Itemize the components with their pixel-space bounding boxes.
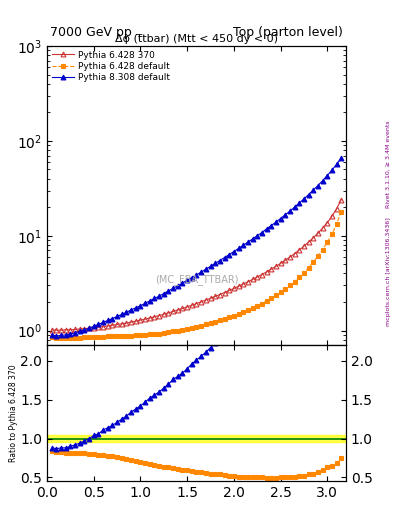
Line: Pythia 8.308 default: Pythia 8.308 default (50, 156, 343, 338)
Pythia 8.308 default (134, 305, 138, 311)
Pythia 8.308 default (54, 333, 59, 339)
Pythia 8.308 default (199, 269, 204, 275)
Text: mcplots.cern.ch [arXiv:1306.3436]: mcplots.cern.ch [arXiv:1306.3436] (386, 217, 391, 326)
Pythia 6.428 default (54, 335, 59, 341)
Bar (47, 435, 346, 442)
Pythia 8.308 default (189, 274, 194, 281)
Pythia 6.428 370 (54, 327, 59, 333)
Title: Δφ (t̅tbar) (Mtt < 450 dy < 0): Δφ (t̅tbar) (Mtt < 450 dy < 0) (115, 34, 278, 44)
Y-axis label: Ratio to Pythia 6.428 370: Ratio to Pythia 6.428 370 (9, 365, 18, 462)
Text: (MC_FBA_TTBAR): (MC_FBA_TTBAR) (155, 274, 238, 285)
Line: Pythia 6.428 370: Pythia 6.428 370 (50, 197, 343, 333)
Pythia 6.428 370 (50, 327, 54, 333)
Pythia 8.308 default (143, 300, 147, 306)
Pythia 6.428 default (50, 334, 54, 340)
Pythia 8.308 default (339, 155, 343, 161)
Text: Top (parton level): Top (parton level) (233, 26, 343, 38)
Pythia 8.308 default (50, 332, 54, 338)
Pythia 6.428 default (199, 323, 204, 329)
Pythia 6.428 default (255, 303, 259, 309)
Pythia 6.428 default (339, 208, 343, 215)
Pythia 6.428 370 (255, 274, 259, 280)
Pythia 6.428 370 (189, 302, 194, 308)
Pythia 6.428 370 (143, 316, 147, 322)
Pythia 8.308 default (334, 161, 339, 167)
Text: 7000 GeV pp: 7000 GeV pp (50, 26, 132, 38)
Pythia 8.308 default (255, 232, 259, 239)
Pythia 6.428 370 (339, 197, 343, 203)
Pythia 6.428 370 (334, 206, 339, 212)
Pythia 6.428 370 (199, 299, 204, 305)
Line: Pythia 6.428 default: Pythia 6.428 default (50, 209, 343, 340)
Pythia 6.428 default (189, 325, 194, 331)
Pythia 6.428 default (143, 332, 147, 338)
Pythia 6.428 default (134, 332, 138, 338)
Pythia 6.428 default (334, 221, 339, 227)
Legend: Pythia 6.428 370, Pythia 6.428 default, Pythia 8.308 default: Pythia 6.428 370, Pythia 6.428 default, … (50, 49, 172, 84)
Pythia 6.428 370 (134, 318, 138, 324)
Text: Rivet 3.1.10, ≥ 3.4M events: Rivet 3.1.10, ≥ 3.4M events (386, 120, 391, 208)
